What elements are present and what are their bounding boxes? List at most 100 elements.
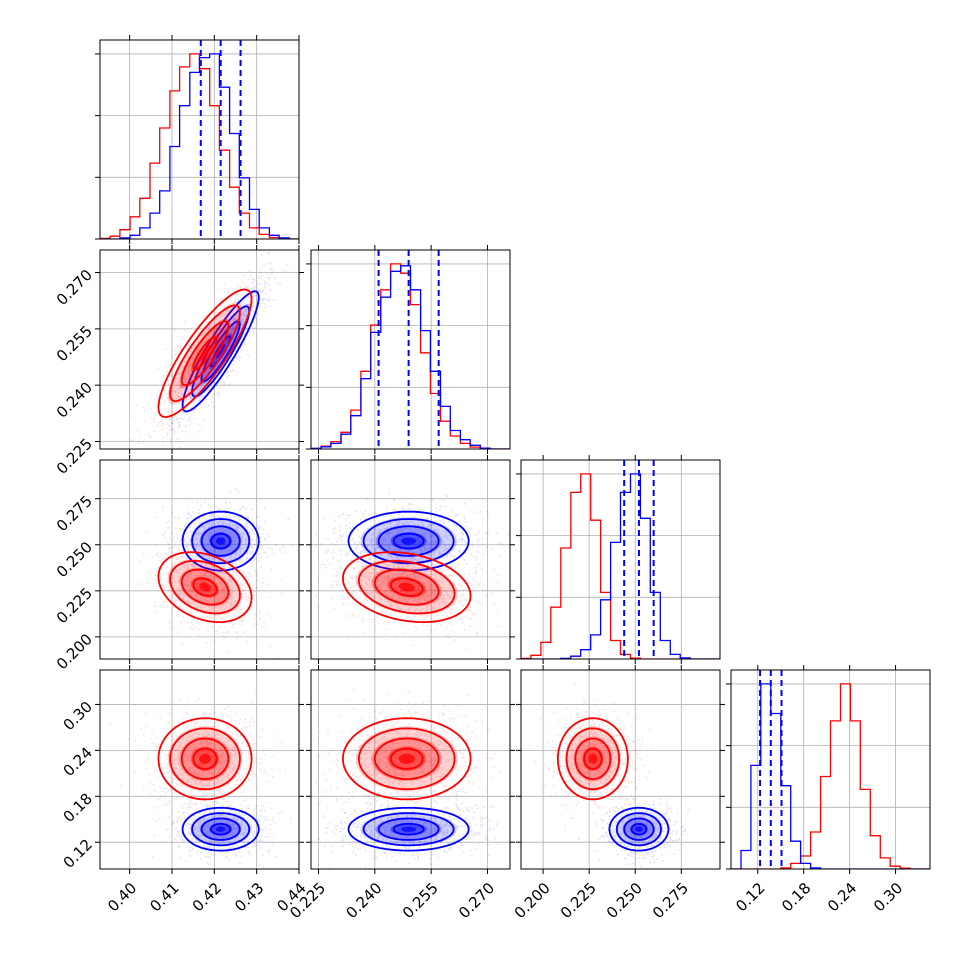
density-contour bbox=[389, 747, 424, 770]
density-contour bbox=[373, 568, 440, 606]
density-contour bbox=[192, 577, 218, 597]
density-contour bbox=[180, 737, 230, 781]
density-contour bbox=[181, 510, 260, 572]
density-contour bbox=[556, 717, 629, 801]
density-contour bbox=[191, 812, 251, 847]
tick-label-x: 0.250 bbox=[603, 879, 646, 922]
panel-frame bbox=[99, 39, 300, 240]
hist-panel-2 bbox=[516, 455, 721, 664]
sample-points bbox=[313, 688, 501, 829]
density-contour bbox=[377, 525, 440, 557]
tick-label-y: 0.275 bbox=[53, 492, 96, 535]
density-contour bbox=[630, 822, 648, 836]
density-fill bbox=[215, 343, 226, 359]
hist-panel-0 bbox=[95, 35, 300, 244]
panel-frame bbox=[520, 669, 721, 870]
density-contour bbox=[200, 320, 241, 383]
tick-label-x: 0.275 bbox=[649, 879, 692, 922]
tick-label-x: 0.270 bbox=[455, 879, 498, 922]
density-contour bbox=[574, 737, 612, 781]
tick-label-x: 0.18 bbox=[778, 879, 814, 915]
histogram-red bbox=[311, 263, 510, 449]
scatter-panel-3-2: 0.200 0.225 0.250 0.275 bbox=[511, 665, 725, 922]
density-fill bbox=[199, 582, 211, 592]
density-contour bbox=[608, 806, 670, 852]
density-contour bbox=[347, 806, 470, 852]
density-contour bbox=[192, 336, 218, 371]
tick-label-y: 0.24 bbox=[60, 744, 96, 780]
density-fill bbox=[588, 753, 598, 764]
density-contour bbox=[210, 822, 232, 836]
hist-panel-1 bbox=[306, 245, 511, 454]
density-fill bbox=[635, 826, 643, 832]
tick-label-x: 0.43 bbox=[231, 879, 267, 915]
density-contour bbox=[169, 559, 241, 615]
density-contour bbox=[347, 510, 470, 572]
sample-points bbox=[311, 517, 501, 650]
tick-label-x: 0.12 bbox=[732, 879, 768, 915]
tick-label-x: 0.40 bbox=[104, 879, 140, 915]
density-contour bbox=[181, 290, 260, 413]
density-contour bbox=[357, 560, 456, 615]
density-contour bbox=[341, 551, 472, 623]
density-contour bbox=[191, 518, 251, 565]
density-contour bbox=[200, 525, 241, 557]
panel-frame bbox=[310, 249, 511, 450]
histogram-red bbox=[521, 473, 720, 659]
density-contour bbox=[169, 304, 241, 403]
tick-label-x: 0.41 bbox=[146, 879, 182, 915]
scatter-panel-1-0: 0.225 0.240 0.255 0.270 bbox=[53, 245, 304, 478]
density-fill bbox=[215, 826, 226, 832]
sample-points bbox=[318, 781, 510, 868]
tick-label-x: 0.30 bbox=[870, 879, 906, 915]
density-contour bbox=[392, 532, 425, 550]
histogram-blue bbox=[311, 265, 510, 449]
hist-panel-3: 0.12 0.18 0.24 0.30 bbox=[726, 665, 931, 915]
panel-frame bbox=[99, 249, 300, 450]
density-contour bbox=[192, 747, 218, 770]
density-contour bbox=[210, 532, 232, 550]
density-contour bbox=[583, 747, 603, 770]
density-contour bbox=[169, 727, 241, 791]
tick-label-x: 0.255 bbox=[399, 879, 442, 922]
density-contour bbox=[180, 568, 230, 606]
tick-label-y: 0.240 bbox=[53, 378, 96, 421]
tick-label-x: 0.42 bbox=[189, 879, 225, 915]
density-contour bbox=[157, 288, 253, 418]
panel-frame bbox=[99, 459, 300, 660]
density-contour bbox=[181, 806, 260, 852]
tick-label-x: 0.225 bbox=[557, 879, 600, 922]
density-contour bbox=[362, 518, 455, 565]
histogram-red bbox=[731, 683, 930, 869]
panel-frame bbox=[310, 669, 511, 870]
density-fill bbox=[401, 826, 417, 832]
density-contour bbox=[623, 817, 655, 841]
density-contour bbox=[200, 817, 241, 841]
density-fill bbox=[199, 345, 211, 362]
tick-label-x: 0.200 bbox=[511, 879, 554, 922]
tick-label-x: 0.240 bbox=[342, 879, 385, 922]
tick-label-x: 0.24 bbox=[824, 879, 860, 915]
histogram-blue bbox=[100, 53, 299, 239]
sample-points bbox=[152, 795, 292, 868]
panel-frame bbox=[730, 669, 931, 870]
histogram-red bbox=[100, 53, 299, 239]
density-fill bbox=[398, 582, 415, 592]
density-fill bbox=[398, 753, 415, 764]
tick-label-y: 0.30 bbox=[60, 698, 96, 734]
scatter-panel-2-1 bbox=[306, 455, 515, 664]
tick-label-y: 0.250 bbox=[53, 538, 96, 581]
density-fill bbox=[215, 537, 226, 545]
panel-frame bbox=[99, 669, 300, 870]
sample-points bbox=[570, 794, 690, 869]
density-contour bbox=[565, 727, 621, 791]
histogram-blue bbox=[521, 473, 720, 659]
tick-label-y: 0.12 bbox=[60, 835, 96, 871]
tick-label-y: 0.225 bbox=[53, 584, 96, 627]
density-contour bbox=[180, 320, 230, 387]
density-fill bbox=[199, 753, 211, 764]
density-contour bbox=[377, 817, 440, 841]
density-contour bbox=[357, 727, 456, 791]
